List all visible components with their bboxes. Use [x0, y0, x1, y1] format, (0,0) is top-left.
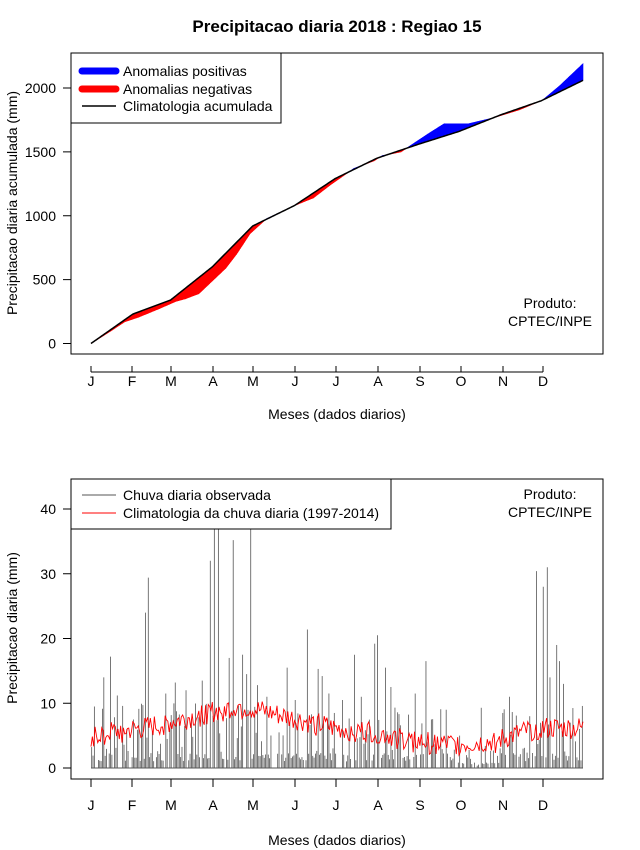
x-tick-label: M: [165, 373, 177, 389]
legend-label-observed: Chuva diaria observada: [123, 487, 271, 503]
climatology-accumulated-line: [90, 79, 584, 345]
x-tick-label: A: [373, 797, 383, 813]
y-tick-label: 500: [33, 272, 57, 288]
x-tick-label: A: [208, 797, 218, 813]
x-tick-label: D: [538, 797, 548, 813]
legend-label-positive: Anomalias positivas: [123, 63, 247, 79]
y-axis: 0 500 1000 1500 2000: [25, 80, 71, 352]
x-tick-label: J: [88, 373, 95, 389]
credit-source: CPTEC/INPE: [508, 313, 592, 329]
y-tick-label: 0: [48, 336, 56, 352]
plot-frame: [70, 52, 604, 355]
observed-daily-bars: [91, 479, 583, 769]
legend: Anomalias positivas Anomalias negativas …: [70, 52, 282, 124]
x-tick-label: A: [208, 373, 218, 389]
legend-label-climatology: Climatologia da chuva diaria (1997-2014): [123, 505, 379, 521]
y-tick-label: 0: [48, 760, 56, 776]
x-tick-label: J: [88, 797, 95, 813]
climatology-daily-line: [90, 701, 584, 757]
accumulated-plot: 0 500 1000 1500 2000 J F M A M J J A S O N D Meses (dad…: [4, 52, 604, 422]
x-tick-label: F: [128, 373, 137, 389]
x-tick-label: M: [247, 373, 259, 389]
x-tick-label: J: [333, 797, 340, 813]
x-tick-label: J: [333, 373, 340, 389]
legend-label-climatology: Climatologia acumulada: [123, 98, 273, 114]
x-axis-label: Meses (dados diarios): [268, 832, 406, 848]
x-tick-label: N: [498, 797, 508, 813]
y-tick-label: 40: [40, 501, 56, 517]
credit-source: CPTEC/INPE: [508, 504, 592, 520]
y-axis-label: Precipitacao diaria acumulada (mm): [4, 91, 20, 315]
x-tick-label: S: [415, 373, 424, 389]
daily-plot: 0 10 20 30 40 J F M A M J J A S O N D Meses (dados diar…: [4, 478, 604, 848]
x-tick-label: A: [373, 373, 383, 389]
y-axis: 0 10 20 30 40: [40, 501, 71, 776]
x-tick-label: D: [538, 373, 548, 389]
x-tick-label: M: [247, 797, 259, 813]
y-axis-label: Precipitacao diaria (mm): [4, 552, 20, 704]
x-tick-label: S: [415, 797, 424, 813]
chart-title: Precipitacao diaria 2018 : Regiao 15: [192, 17, 481, 36]
y-tick-label: 10: [40, 695, 56, 711]
x-tick-label: F: [128, 797, 137, 813]
x-tick-label: O: [456, 373, 467, 389]
y-tick-label: 1000: [25, 208, 56, 224]
y-tick-label: 1500: [25, 144, 56, 160]
y-tick-label: 30: [40, 566, 56, 582]
y-tick-label: 20: [40, 631, 56, 647]
credit-label: Produto:: [524, 486, 577, 502]
x-tick-label: N: [498, 373, 508, 389]
x-tick-label: J: [292, 373, 299, 389]
y-tick-label: 2000: [25, 80, 56, 96]
x-tick-label: M: [165, 797, 177, 813]
x-tick-label: J: [292, 797, 299, 813]
positive-anomaly-segment: [581, 63, 584, 82]
credit-label: Produto:: [524, 295, 577, 311]
legend-label-negative: Anomalias negativas: [123, 81, 252, 97]
x-axis-label: Meses (dados diarios): [268, 406, 406, 422]
x-tick-label: O: [456, 797, 467, 813]
legend: Chuva diaria observada Climatologia da c…: [70, 478, 392, 530]
legend-box: [70, 478, 392, 530]
